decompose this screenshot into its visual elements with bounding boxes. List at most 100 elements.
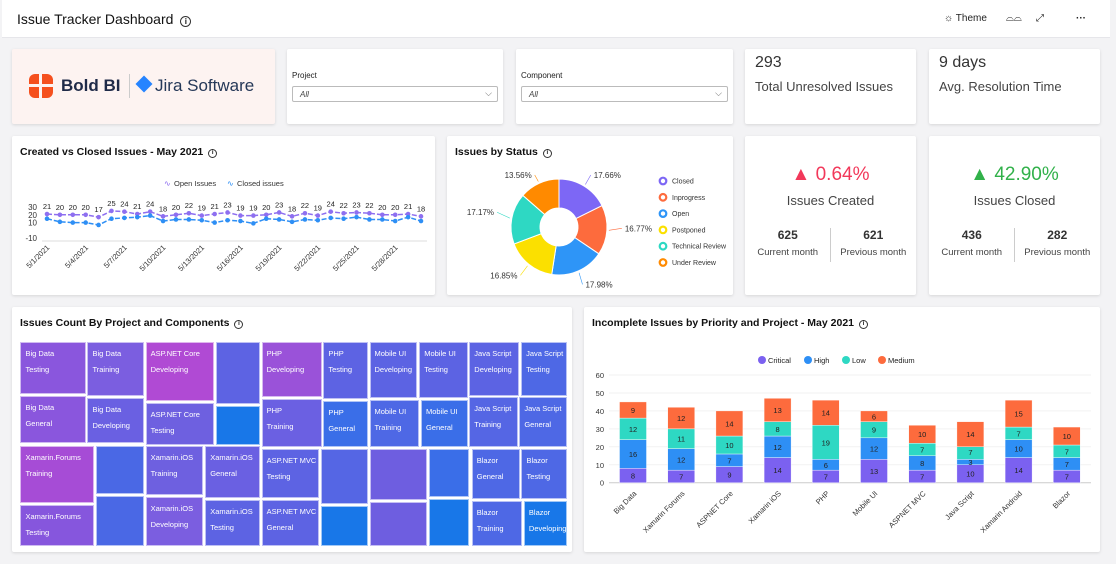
treemap-tile[interactable]: Xamarin.iOS Training [145,446,204,496]
treemap-tile[interactable]: Xamarin.Forums Testing [20,504,95,547]
treemap-tile[interactable] [428,498,470,547]
treemap-tile[interactable] [96,445,144,495]
expand-icon[interactable]: ⤢ [1036,13,1044,24]
treemap-tile[interactable]: Xamarin.iOS Testing [205,499,260,547]
treemap-tile[interactable] [369,501,427,547]
treemap-tile[interactable] [321,448,368,504]
data-point [173,212,179,218]
data-point [315,213,321,218]
treemap-tile[interactable]: Xamarin.iOS General [205,446,260,498]
treemap-tile[interactable]: Mobile UI Training [369,399,420,448]
tile-label: Developing [528,523,567,533]
treemap-tile[interactable]: Mobile UI Testing [419,342,468,398]
treemap-tile[interactable]: Big Data Training [87,342,144,397]
legend-label: Closed issues [237,179,284,188]
tile-label: PHP [328,349,344,359]
x-tick-label: 5/1/2021 [24,243,51,270]
data-point [57,219,63,225]
treemap-tile[interactable]: PHP Developing [261,342,322,398]
label-connector [520,265,528,276]
info-icon[interactable]: i [180,16,192,27]
tile-label: Testing [526,471,551,481]
data-point [276,217,282,222]
treemap-tile[interactable]: ASP.NET Core Testing [145,403,215,445]
treemap-tile[interactable]: Java Script General [519,397,567,448]
treemap-tile[interactable]: ASP.NET MVC Testing [261,448,320,498]
data-label: 22 [301,201,309,210]
treemap-tile[interactable] [216,342,260,405]
treemap-tile[interactable]: Blazor General [471,448,520,499]
data-point [70,220,76,225]
project-dropdown[interactable]: All ⌵ [292,86,498,102]
slice-label: 17.66% [594,171,621,180]
data-point [302,210,308,216]
treemap-tile[interactable] [216,405,260,445]
treemap-tile[interactable] [96,496,144,547]
more-icon[interactable]: ··· [1076,13,1086,24]
treemap-tile[interactable] [428,448,470,498]
data-label: 19 [236,204,244,213]
info-icon[interactable]: i [208,149,218,158]
data-label: 21 [43,202,51,211]
x-tick-label: 5/4/2021 [63,243,90,270]
tile-label: Java Script [474,404,512,414]
treemap-tile[interactable]: Blazor Training [471,500,523,547]
legend-label: Under Review [672,260,717,267]
treemap-tile[interactable]: Xamarin.Forums Training [20,445,95,504]
glasses-icon[interactable]: ⌓⌓ [1006,13,1022,24]
data-point [276,210,282,215]
issues-by-status-card: Issues by Status i 17.66% 16.77% 17.98% 16.8… [447,136,733,295]
data-point [367,217,372,222]
x-tick-label: 5/7/2021 [102,243,129,270]
treemap-tile[interactable]: ASP.NET MVC General [261,499,320,547]
treemap-tile[interactable]: PHP General [323,400,368,448]
data-point [160,218,166,224]
treemap-tile[interactable] [321,505,368,547]
tile-label: General [25,418,53,428]
data-point [225,210,230,215]
legend-icon [658,241,668,251]
data-point [263,216,269,221]
label-connector [496,211,510,219]
treemap-tile[interactable]: Java Script Testing [521,342,567,396]
treemap-tile[interactable] [369,448,427,500]
tile-label: Xamarin.Forums [25,511,81,521]
x-tick-label: 5/22/2021 [292,243,322,273]
slice-label: 17.98% [585,280,612,289]
treemap-tile[interactable]: Big Data General [20,395,86,443]
treemap-tile[interactable]: PHP Training [261,398,322,448]
treemap-tile[interactable]: Mobile UI Developing [369,342,418,398]
data-label: 19 [249,204,257,213]
unresolved-issues-card: 293 Total Unresolved Issues [745,49,916,124]
tile-label: Mobile UI [425,406,458,416]
treemap-tile[interactable]: Big Data Testing [20,342,86,394]
component-dropdown[interactable]: All ⌵ [521,86,728,102]
data-label: 21 [404,202,412,211]
treemap-tile[interactable]: PHP Testing [323,342,368,399]
treemap-tile[interactable]: Mobile UI General [420,399,468,448]
tile-label: General [266,522,294,532]
info-icon[interactable]: i [542,149,552,158]
tile-label: ASP.NET Core [150,410,200,420]
treemap-tile[interactable]: ASP.NET Core Developing [145,342,215,402]
label-connector [578,272,583,285]
slice-label: 13.56% [505,171,532,180]
x-tick-label: 5/25/2021 [331,243,361,273]
jira-logo-icon [135,75,153,93]
data-label: 18 [159,204,167,213]
theme-button[interactable]: ☼ Theme [944,13,987,24]
info-icon[interactable]: i [859,320,869,329]
data-point [122,215,127,221]
treemap-tile[interactable]: Xamarin.iOS Developing [145,497,204,547]
treemap-tile[interactable]: Blazor Testing [521,448,567,499]
treemap-tile[interactable]: Java Script Training [469,397,518,448]
treemap-tile[interactable]: Big Data Developing [87,397,144,443]
tile-label: PHP [266,349,283,359]
y-tick-label: -10 [25,234,37,243]
treemap-tile[interactable]: Blazor Developing [523,500,567,547]
data-point [354,214,359,220]
info-icon[interactable]: i [234,320,244,329]
treemap-tile[interactable]: Java Script Developing [469,342,520,396]
logo-card: Bold BI Jira Software [12,49,275,124]
data-point [238,218,243,224]
